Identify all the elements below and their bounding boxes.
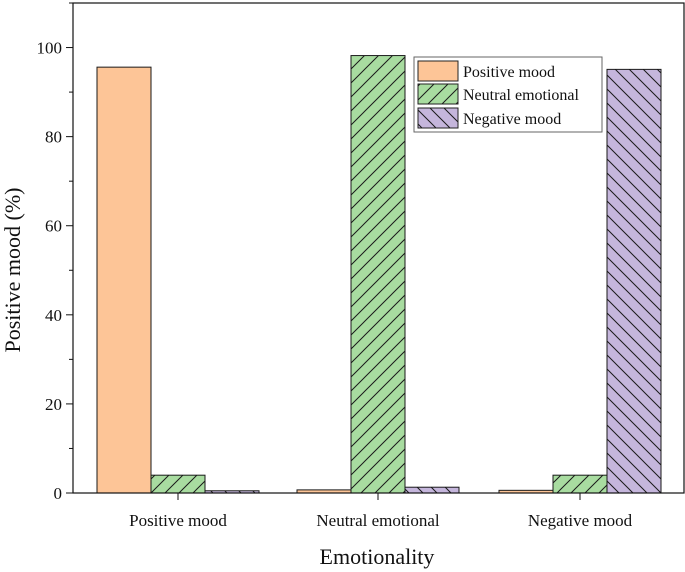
y-tick-label: 80 [45,128,62,147]
ticks-group: 0 20 40 60 80 100 [37,2,73,503]
bar-3-cat-3 [606,68,662,494]
category-labels-group: Positive mood Neutral emotional Negative m… [129,493,633,530]
bar-3-cat-2 [404,486,460,494]
bar-2-cat-3 [552,474,608,494]
x-category-label: Positive mood [129,511,227,530]
legend-swatch-negative [417,107,459,129]
y-tick-label: 20 [45,395,62,414]
y-tick-label: 0 [54,484,63,503]
x-category-label: Neutral emotional [316,511,439,530]
legend-label-neutral: Neutral emotional [463,87,580,104]
legend-label-negative: Negative mood [463,111,561,128]
legend-swatch-positive [417,60,459,82]
bar-2-cat-2 [350,55,406,494]
bar-2-cat-1 [150,474,206,494]
legend: Positive mood Neutral emotional Negative… [413,56,603,133]
legend-label-positive: Positive mood [463,64,555,81]
bar-1-cat-1 [96,66,152,494]
x-axis-title: Emotionality [320,544,435,569]
y-tick-label: 40 [45,306,62,325]
x-category-label: Negative mood [528,511,633,530]
y-axis-title: Positive mood (%) [0,188,25,353]
y-tick-label: 60 [45,217,62,236]
legend-swatch-neutral [417,83,459,105]
bars-group [96,55,662,494]
y-tick-label: 100 [37,39,63,58]
